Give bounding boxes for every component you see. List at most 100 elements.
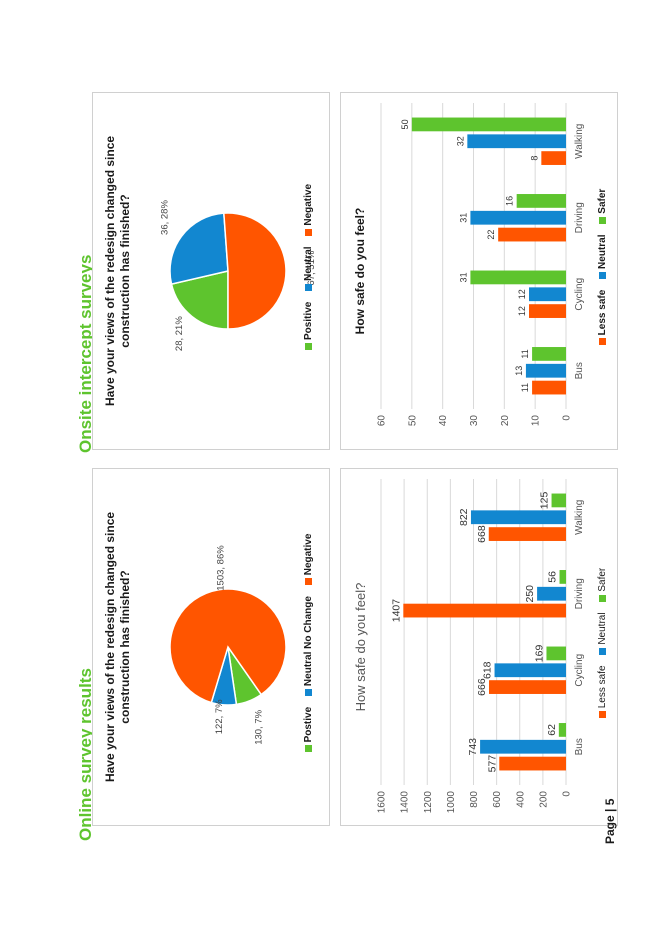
x-category-label: Driving (574, 202, 585, 233)
y-tick-label: 50 (407, 415, 418, 427)
bar (541, 151, 566, 165)
pie-slice (170, 270, 229, 330)
legend-swatch-safer (598, 216, 606, 224)
bar-value-label: 50 (400, 119, 410, 129)
onsite-pie-title-line1: Have your views of the redesign changed … (103, 135, 117, 407)
online-pie-title-line2: construction has finished? (118, 570, 132, 724)
legend-swatch-negative (304, 578, 312, 586)
x-category-label: Bus (574, 362, 585, 379)
y-tick-label: 1200 (423, 791, 434, 814)
y-tick-label: 400 (515, 791, 526, 808)
legend-swatch-negative (304, 228, 312, 236)
legend-label: Negative (303, 533, 314, 576)
y-tick-label: 0 (562, 791, 573, 797)
bar-value-label: 31 (458, 272, 468, 282)
online-pie-title-line1: Have your views of the redesign changed … (103, 511, 117, 783)
bar (488, 680, 566, 694)
pie-slice-label: 1503, 86% (215, 545, 226, 591)
online-pie-title: Have your views of the redesign changed … (103, 469, 133, 825)
bar (529, 287, 566, 302)
legend-label: Negative (303, 183, 314, 226)
pie-slice-label: 28, 21% (174, 316, 185, 351)
pie-slice (169, 588, 287, 704)
onsite-pie-chart: 28, 21% 36, 28% 67, 51% (160, 200, 317, 352)
bar (532, 380, 566, 395)
bar (558, 723, 567, 737)
bar (403, 603, 566, 618)
legend-swatch-positive (304, 343, 312, 351)
legend-label: Neutral (303, 246, 314, 281)
y-tick-label: 60 (377, 415, 388, 427)
legend-label: Neutral No Change (303, 596, 314, 687)
y-tick-label: 1400 (400, 791, 411, 814)
legend-swatch-neutral (304, 689, 312, 697)
bar (499, 756, 566, 771)
bar-value-label: 1407 (390, 599, 402, 623)
bar-value-label: 62 (546, 724, 558, 736)
legend-swatch-neutral (304, 283, 312, 291)
y-tick-label: 10 (531, 415, 542, 427)
y-tick-label: 1000 (446, 791, 457, 814)
bar-value-label: 8 (529, 156, 539, 161)
bar-value-label: 250 (524, 585, 536, 603)
y-tick-label: 600 (492, 791, 503, 808)
bar (529, 304, 566, 318)
legend-swatch-less-safe (598, 711, 606, 719)
legend-swatch-positive (304, 745, 312, 753)
bar-value-label: 743 (467, 738, 479, 756)
onsite-pie-panel: Have your views of the redesign changed … (92, 92, 330, 450)
bar-value-label: 56 (547, 571, 559, 583)
onsite-bar-title: How safe do you feel? (353, 207, 367, 335)
legend-label: Less safe (597, 289, 608, 336)
y-tick-label: 200 (538, 791, 549, 808)
bar (546, 646, 567, 661)
bar-value-label: 125 (539, 492, 551, 510)
bar-value-label: 12 (517, 306, 527, 316)
x-category-label: Driving (574, 578, 585, 609)
x-category-label: Walking (574, 500, 585, 535)
onsite-pie-title-line2: construction has finished? (118, 194, 132, 348)
bar-value-label: 169 (533, 645, 545, 663)
bar (488, 527, 566, 541)
bar (532, 347, 566, 361)
onsite-pie-legend: Positive Neutral Negative (303, 93, 314, 449)
x-category-label: Cycling (574, 278, 585, 311)
bar-value-label: 13 (514, 366, 524, 376)
legend-label: Postive (303, 706, 314, 743)
onsite-bar-chart: 0 10 20 30 40 50 60 11 13 11 Bus 12 12 31 Cycling 22 31 1… (377, 103, 585, 427)
bar-value-label: 16 (505, 196, 515, 206)
bar (470, 510, 566, 525)
y-tick-label: 0 (562, 415, 573, 421)
x-category-label: Walking (574, 124, 585, 159)
bar-value-label: 12 (517, 289, 527, 299)
y-tick-label: 20 (500, 415, 511, 427)
bar (467, 134, 566, 149)
bar-value-label: 11 (520, 349, 530, 358)
legend-label: Neutral (597, 612, 608, 645)
pie-slice-label: 130, 7% (254, 709, 265, 744)
bar (411, 117, 567, 132)
pie-slice-label: 122, 7% (214, 699, 225, 734)
online-bar-title: How safe do you feel? (353, 582, 368, 712)
bar (470, 270, 566, 285)
online-bar-chart: 0 200 400 600 800 1000 1200 1400 1600 577 743 62 Bus… (377, 479, 585, 814)
bar (551, 493, 566, 508)
onsite-bar-legend: Less safe Neutral Safer (597, 93, 608, 449)
legend-label: Safer (597, 567, 608, 592)
bar-value-label: 11 (520, 383, 530, 392)
online-bar-panel: How safe do you feel? 0 200 400 600 800 1000 1… (340, 468, 618, 826)
bar (480, 739, 566, 754)
legend-label: Positive (303, 301, 314, 341)
bar-value-label: 618 (482, 661, 494, 679)
legend-swatch-neutral (598, 647, 606, 655)
online-pie-panel: Have your views of the redesign changed … (92, 468, 330, 826)
onsite-bar-panel: How safe do you feel? 0 10 20 30 40 50 60 11 13 1… (340, 92, 618, 450)
pie-slice-label: 67, 51% (306, 250, 317, 285)
pie-slice (223, 212, 287, 330)
pie-slice (169, 212, 229, 286)
bar-value-label: 22 (486, 230, 496, 240)
page-number: Page | 5 (603, 798, 617, 844)
x-category-label: Bus (574, 738, 585, 755)
bar-value-label: 32 (455, 136, 465, 146)
